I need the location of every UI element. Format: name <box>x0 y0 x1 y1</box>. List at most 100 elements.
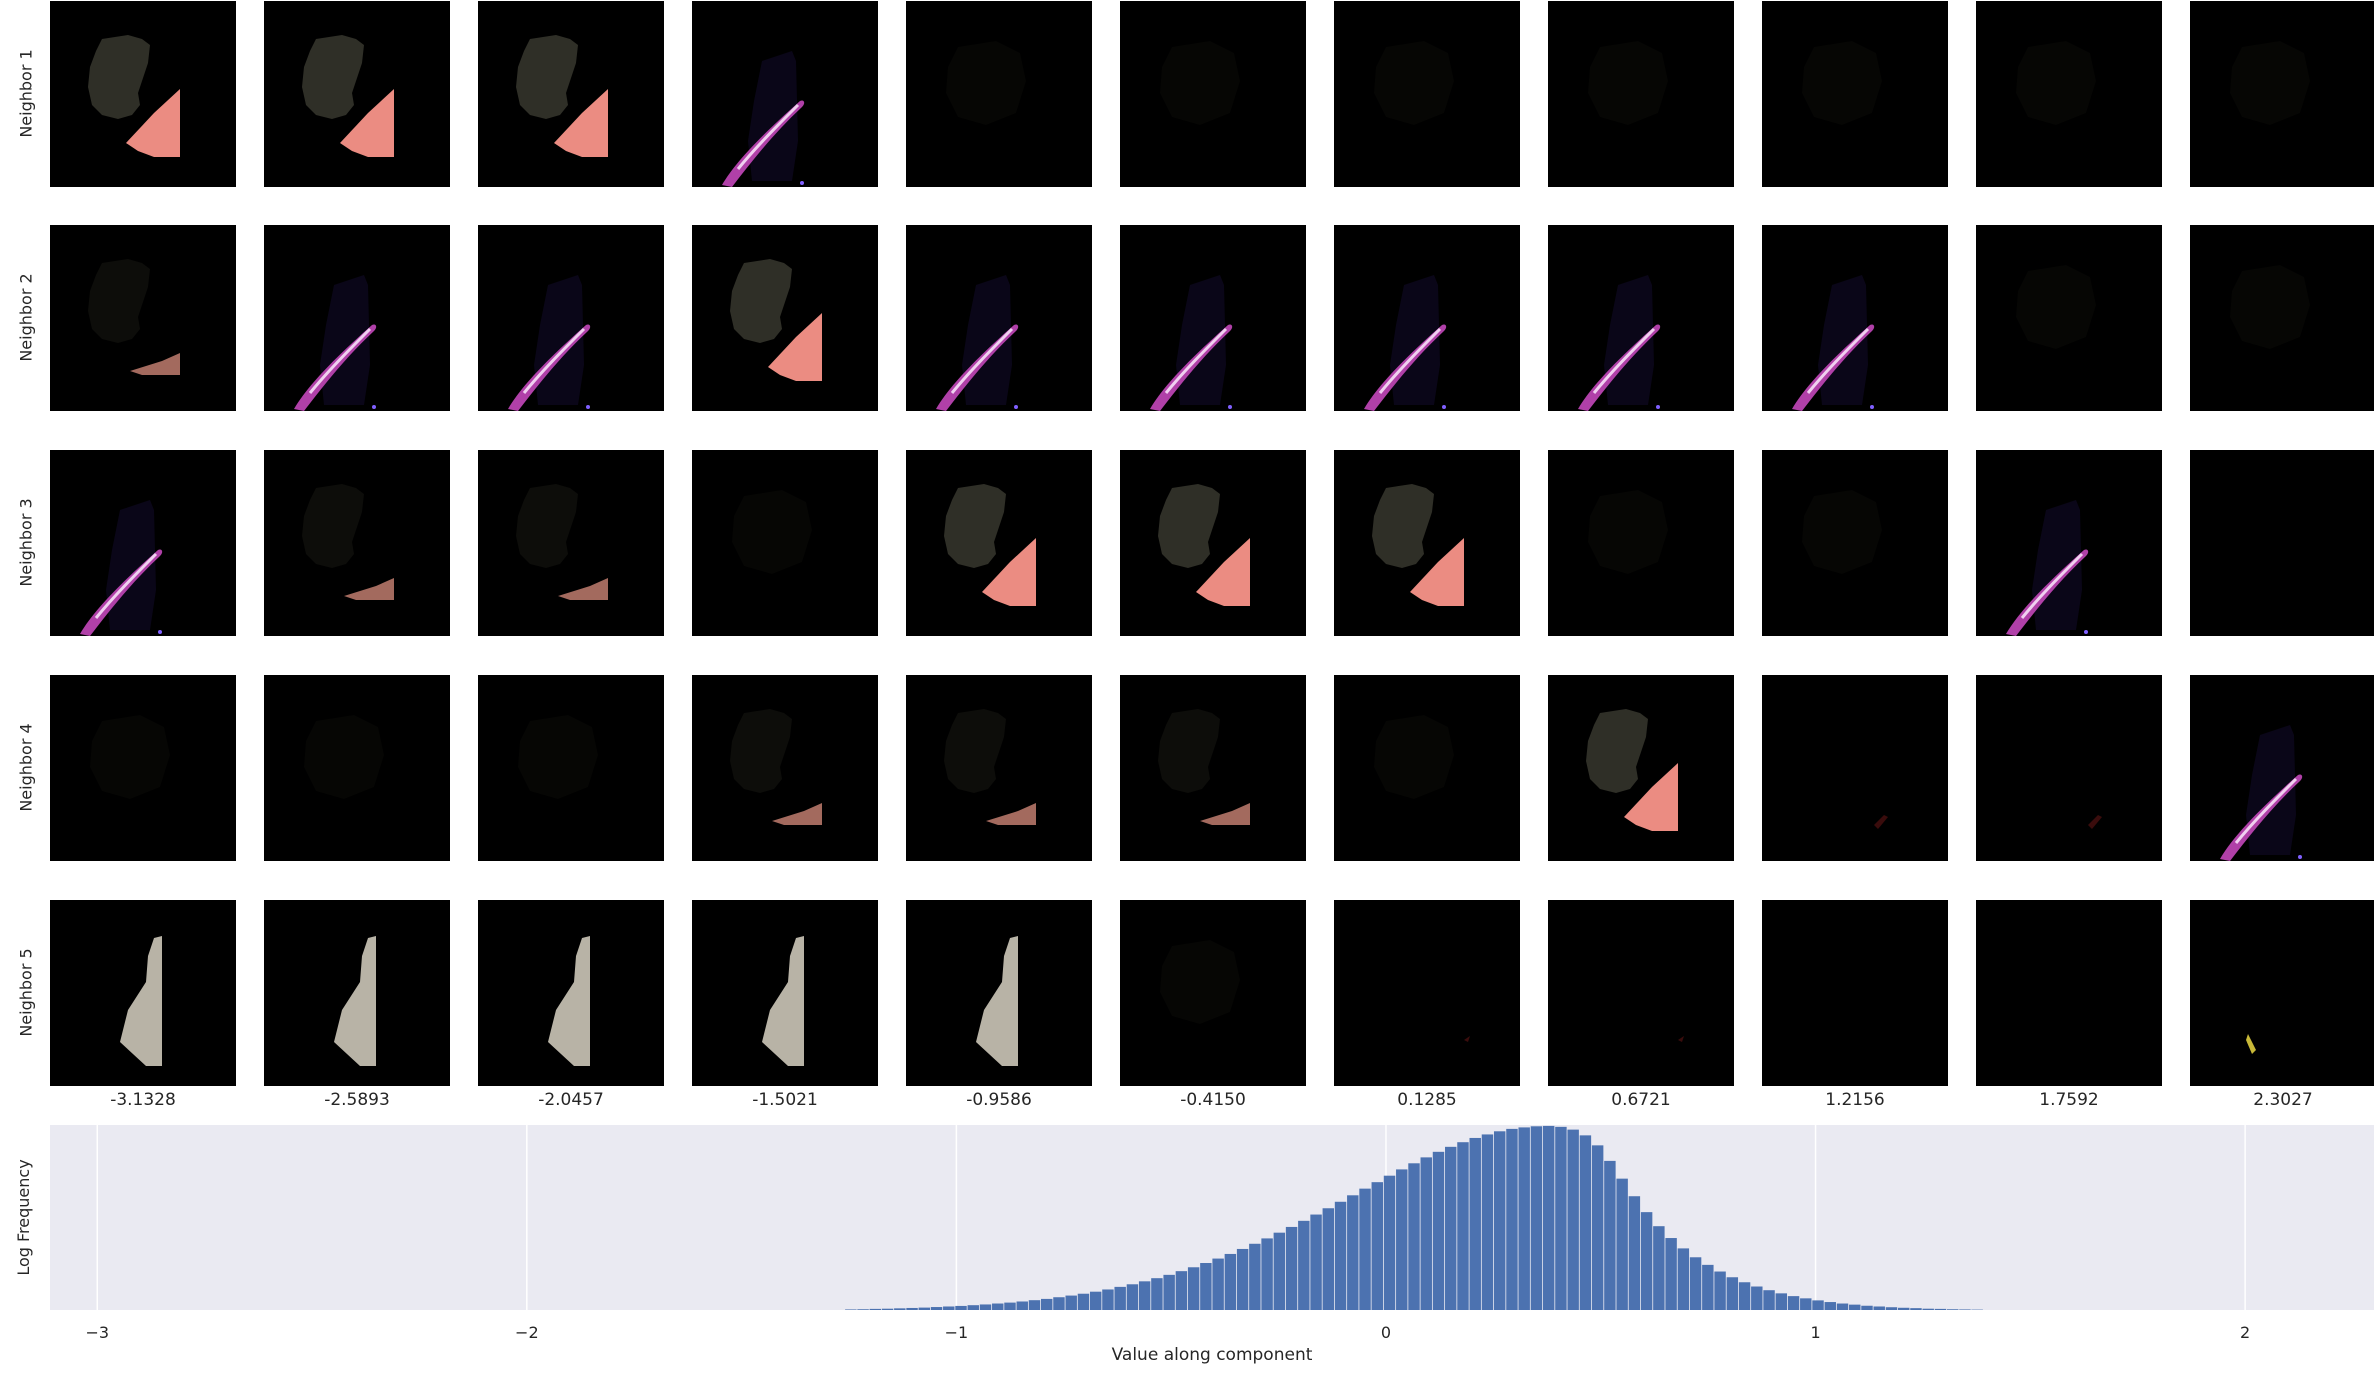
thumbnail-image <box>906 225 1092 411</box>
histogram-bar <box>1628 1196 1641 1310</box>
histogram-bar <box>1224 1253 1237 1310</box>
histogram-bar <box>1751 1286 1763 1310</box>
thumbnail-image <box>1548 900 1734 1086</box>
thumbnail-image <box>478 900 664 1086</box>
histogram-bar <box>1089 1291 1102 1310</box>
histogram-bar <box>1530 1126 1543 1310</box>
thumbnail-image <box>1548 225 1734 411</box>
thumbnail-image <box>1762 1 1948 187</box>
thumbnail-image <box>50 675 236 861</box>
histogram-bar <box>1310 1214 1322 1310</box>
histogram-bar <box>1285 1226 1298 1310</box>
histogram-bar <box>1236 1248 1249 1310</box>
thumbnail-image <box>906 450 1092 636</box>
thumbnail-image <box>906 900 1092 1086</box>
column-value-label: -2.0457 <box>538 1090 604 1110</box>
histogram-bar <box>1347 1195 1359 1310</box>
thumbnail-image <box>1334 1 1520 187</box>
thumbnail-image <box>1120 900 1306 1086</box>
x-tick-label: 2 <box>2240 1323 2250 1342</box>
histogram-bar <box>1922 1308 1934 1310</box>
column-value-label: -3.1328 <box>110 1090 176 1110</box>
column-value-label: -0.4150 <box>1180 1090 1246 1110</box>
histogram-x-ticks: −3 −2 −1 0 1 2 <box>85 1323 2250 1342</box>
histogram-bar <box>1849 1304 1861 1310</box>
histogram-bar <box>1518 1127 1530 1310</box>
thumbnail-image <box>1976 900 2162 1086</box>
histogram-bar <box>1322 1208 1335 1310</box>
histogram-bar <box>1469 1137 1481 1310</box>
thumbnail-image <box>2190 900 2374 1086</box>
thumbnail-image <box>2190 1 2374 187</box>
histogram-bar <box>1836 1303 1849 1310</box>
histogram-bar <box>1249 1243 1261 1310</box>
histogram-bar <box>1689 1257 1702 1310</box>
histogram-bar <box>1445 1146 1457 1310</box>
histogram-bar <box>1885 1307 1898 1310</box>
histogram-bar <box>869 1308 882 1310</box>
histogram-bar <box>857 1309 869 1310</box>
x-tick-label: −2 <box>515 1323 539 1342</box>
histogram-bar <box>1934 1308 1947 1310</box>
thumbnail-image <box>1976 675 2162 861</box>
thumbnail-image <box>1762 675 1948 861</box>
histogram-bar <box>1383 1175 1396 1310</box>
histogram-bar <box>1702 1264 1714 1310</box>
histogram-bar <box>1898 1307 1910 1310</box>
thumbnail-image <box>2190 450 2374 636</box>
histogram-bar <box>1775 1293 1788 1310</box>
histogram-bar <box>1616 1178 1628 1310</box>
histogram-bars <box>845 1125 1983 1310</box>
histogram-bar <box>1163 1274 1175 1310</box>
column-value-label: -1.5021 <box>752 1090 818 1110</box>
histogram-bar <box>1212 1258 1224 1310</box>
thumbnail-image <box>264 450 450 636</box>
histogram-bar <box>1640 1212 1653 1310</box>
histogram-bar <box>1861 1305 1873 1310</box>
x-tick-label: 1 <box>1810 1323 1820 1342</box>
histogram-bar <box>1946 1309 1959 1310</box>
histogram-bar <box>1653 1226 1665 1310</box>
histogram-bar <box>1126 1284 1139 1310</box>
thumbnail-image <box>1976 1 2162 187</box>
histogram-bar <box>930 1307 943 1310</box>
histogram-bar <box>881 1308 894 1310</box>
histogram-bar <box>1787 1296 1800 1310</box>
histogram-plot-area <box>50 1125 2374 1310</box>
histogram-bar <box>992 1303 1004 1310</box>
histogram-bar <box>1138 1281 1151 1310</box>
histogram-bar <box>1298 1220 1310 1310</box>
histogram-bar <box>1371 1182 1384 1310</box>
column-value-label: 0.6721 <box>1611 1090 1671 1110</box>
column-value-label: 1.7592 <box>2039 1090 2099 1110</box>
histogram-bar <box>1542 1125 1555 1310</box>
histogram-bar <box>1408 1163 1420 1310</box>
histogram-bar <box>918 1307 931 1310</box>
histogram-bar <box>1591 1145 1604 1310</box>
thumbnail-image <box>1548 1 1734 187</box>
histogram-bar <box>1114 1286 1126 1310</box>
histogram-bar <box>1040 1298 1053 1310</box>
histogram-bar <box>845 1309 857 1310</box>
histogram-bar <box>1065 1295 1077 1310</box>
column-value-label: -0.9586 <box>966 1090 1032 1110</box>
column-value-label: 1.2156 <box>1825 1090 1885 1110</box>
thumbnail-image <box>50 900 236 1086</box>
thumbnail-image <box>692 450 878 636</box>
histogram-bar <box>1420 1157 1432 1310</box>
thumbnail-image <box>1762 900 1948 1086</box>
histogram-bar <box>1432 1151 1445 1310</box>
histogram-bar <box>1493 1131 1506 1310</box>
x-tick-label: −1 <box>945 1323 969 1342</box>
histogram-bar <box>1102 1289 1114 1310</box>
thumbnail-image <box>264 1 450 187</box>
x-tick-label: −3 <box>85 1323 109 1342</box>
histogram-bar <box>1555 1126 1567 1310</box>
histogram-bar <box>1812 1300 1824 1310</box>
column-value-label: 2.3027 <box>2253 1090 2313 1110</box>
thumbnail-image <box>50 1 236 187</box>
thumbnail-image <box>906 675 1092 861</box>
thumbnail-image <box>2190 675 2374 861</box>
histogram-bar <box>1763 1290 1775 1310</box>
